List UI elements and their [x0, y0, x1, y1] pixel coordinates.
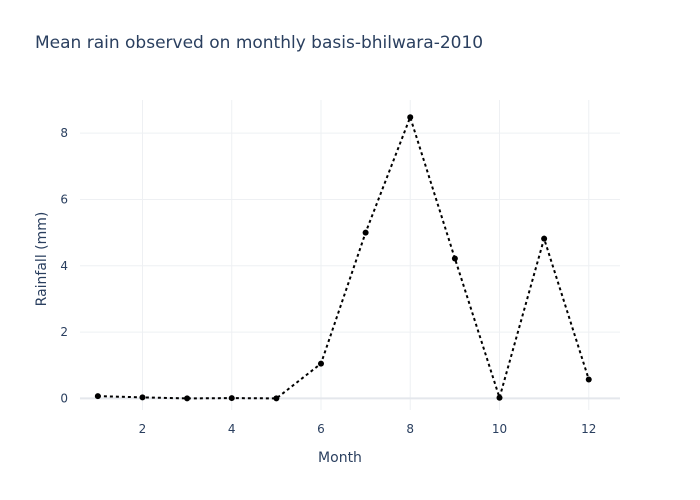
x-tick-label: 4: [228, 422, 236, 436]
data-point: [496, 394, 503, 401]
data-point: [228, 395, 235, 402]
x-axis-title: Month: [318, 450, 362, 466]
x-tick-label: 8: [406, 422, 414, 436]
x-tick-label: 2: [139, 422, 147, 436]
x-tick-label: 12: [581, 422, 596, 436]
data-point: [317, 360, 324, 367]
x-tick-label: 10: [492, 422, 507, 436]
data-point: [273, 395, 280, 402]
data-point: [362, 229, 369, 236]
data-point: [541, 235, 548, 242]
y-tick-label: 6: [60, 192, 68, 206]
grid-layer: [80, 100, 620, 410]
chart-title: Mean rain observed on monthly basis-bhil…: [35, 33, 484, 53]
data-point: [94, 393, 101, 400]
data-point: [407, 114, 414, 121]
series-layer: [94, 114, 592, 402]
x-tick-label: 6: [317, 422, 325, 436]
y-tick-label: 4: [60, 259, 68, 273]
data-point: [585, 376, 592, 383]
series-line: [97, 114, 590, 402]
data-point: [139, 394, 146, 401]
y-tick-label: 8: [60, 126, 68, 140]
data-point: [184, 395, 191, 402]
axis-layer: 2 4 6 8 10 12 0 2 4 6 8: [60, 126, 596, 436]
data-point: [451, 255, 458, 262]
y-tick-label: 2: [60, 325, 68, 339]
y-axis-title: Rainfall (mm): [34, 212, 50, 307]
y-tick-label: 0: [60, 391, 68, 405]
